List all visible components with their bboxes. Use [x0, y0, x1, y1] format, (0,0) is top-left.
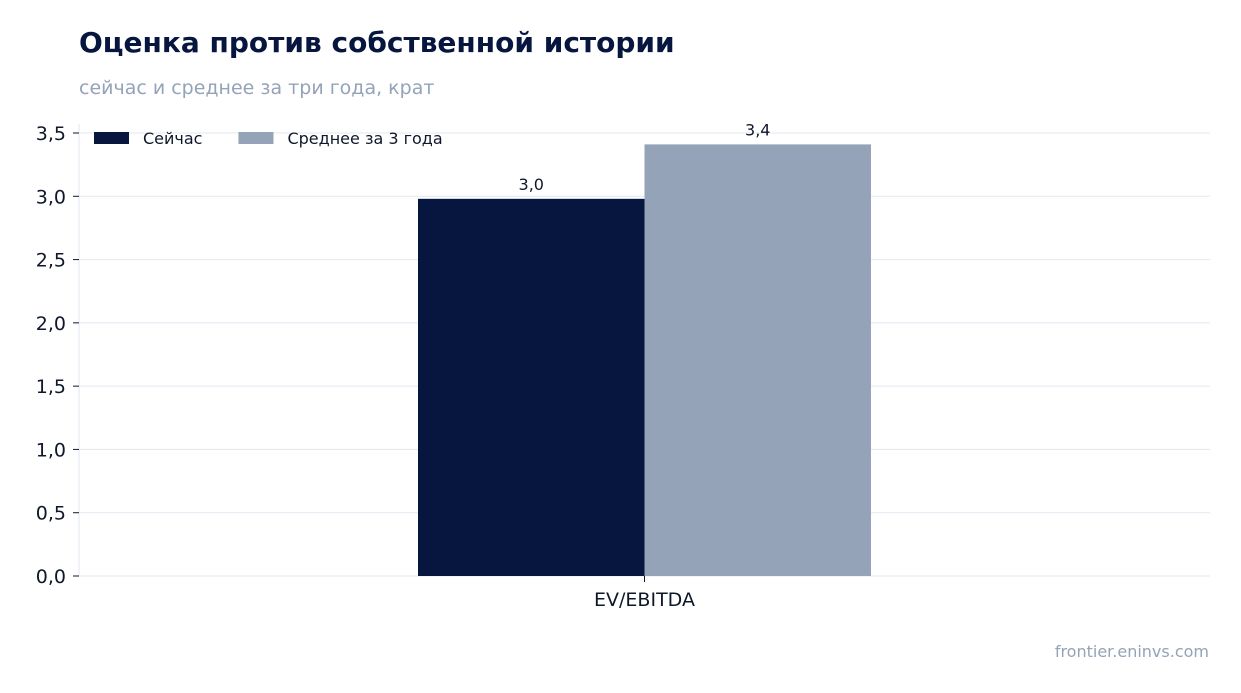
- y-tick-label: 3,0: [36, 186, 66, 208]
- y-axis-ticks: 0,0 0,5 1,0 1,5 2,0 2,5 3,0 3,5: [36, 123, 79, 588]
- data-labels: 3,0 3,4: [519, 120, 771, 193]
- bar-value-label: 3,4: [745, 120, 770, 139]
- y-tick-label: 2,5: [36, 250, 66, 272]
- bars: [418, 144, 871, 577]
- y-tick-label: 1,0: [36, 439, 66, 461]
- legend-swatch: [94, 132, 129, 144]
- bar-value-label: 3,0: [519, 175, 544, 194]
- bar: [644, 144, 871, 577]
- x-axis: EV/EBITDA: [594, 576, 695, 611]
- y-tick-label: 1,5: [36, 376, 66, 398]
- source-watermark: frontier.eninvs.com: [1054, 642, 1209, 661]
- y-tick-label: 0,0: [36, 566, 66, 588]
- bar: [418, 198, 645, 576]
- y-tick-label: 0,5: [36, 503, 66, 525]
- x-category-label: EV/EBITDA: [594, 589, 695, 611]
- legend: Сейчас Среднее за 3 года: [94, 129, 443, 148]
- legend-label: Сейчас: [143, 129, 202, 148]
- chart-subtitle: сейчас и среднее за три года, крат: [79, 77, 435, 99]
- legend-label: Среднее за 3 года: [287, 129, 442, 148]
- chart-title: Оценка против собственной истории: [79, 26, 675, 59]
- y-tick-label: 2,0: [36, 313, 66, 335]
- y-tick-label: 3,5: [36, 123, 66, 145]
- legend-swatch: [238, 132, 274, 144]
